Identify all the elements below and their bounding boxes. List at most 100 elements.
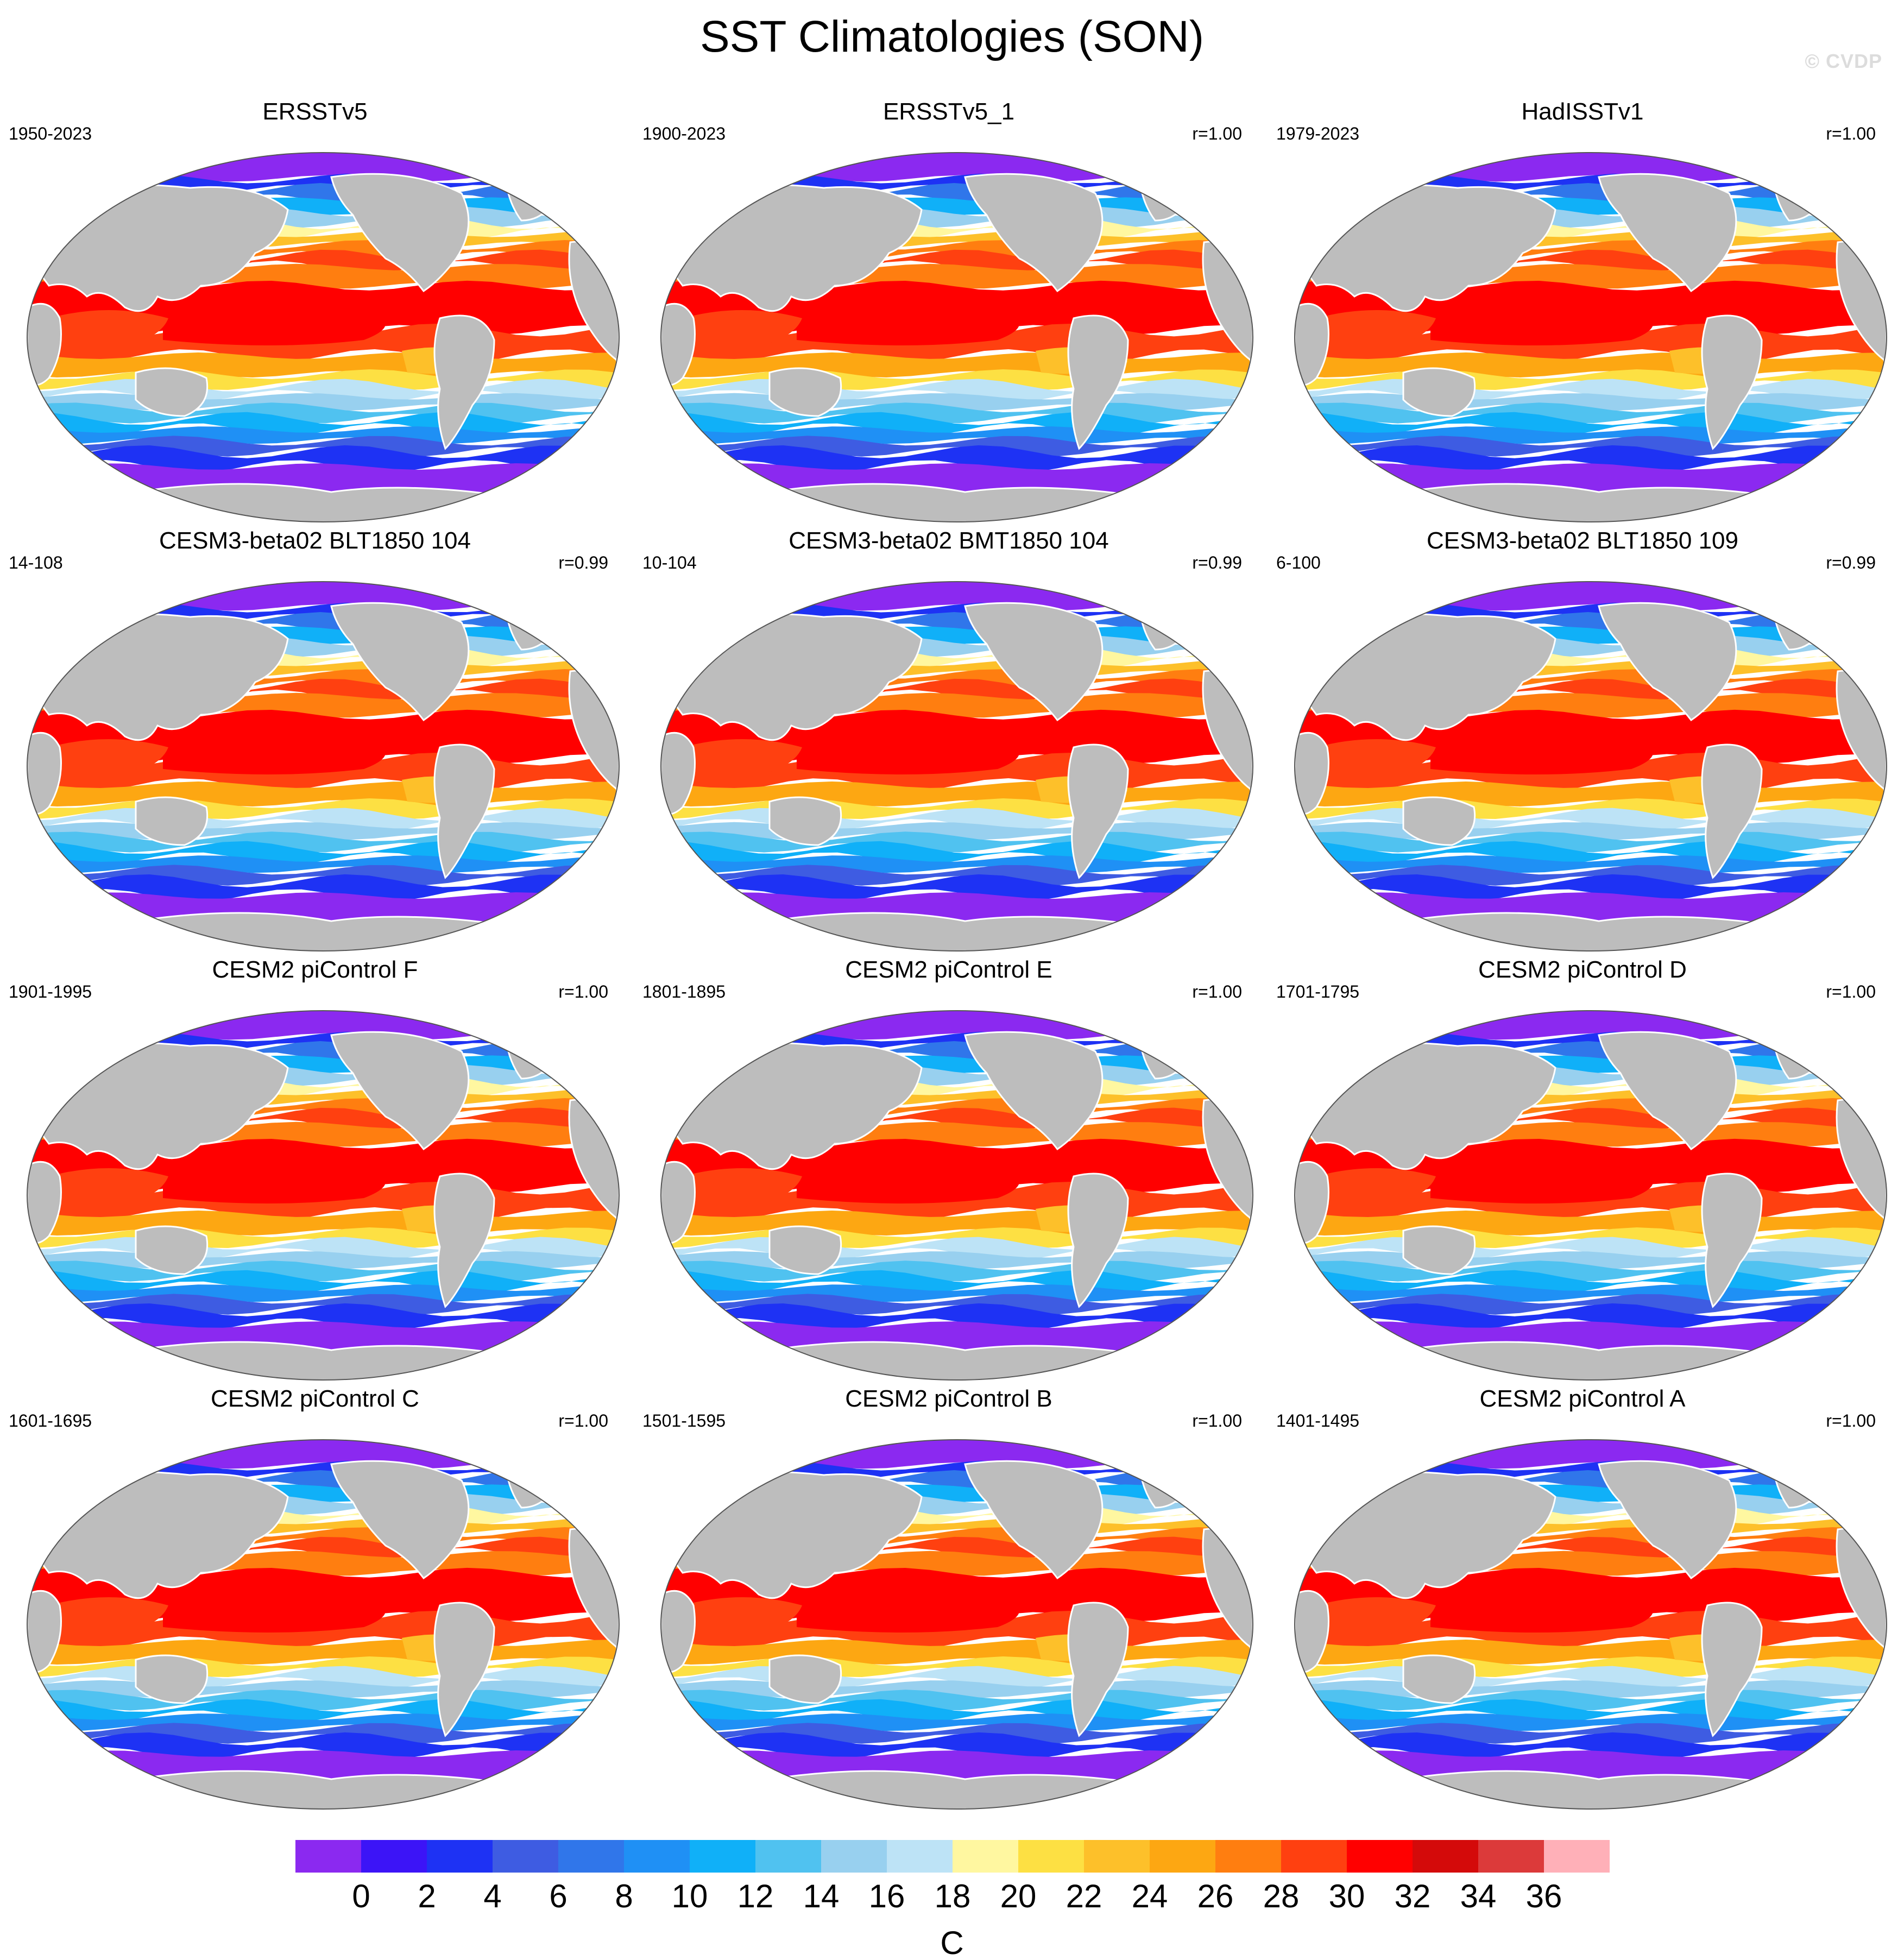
sst-band xyxy=(1295,855,1887,873)
sst-band xyxy=(27,865,619,886)
indian-ocean-warm xyxy=(49,310,168,351)
warm-pool xyxy=(163,1581,386,1633)
land-mass xyxy=(1701,314,1763,450)
colorbar-box xyxy=(1347,1840,1413,1873)
colorbar-tick: 16 xyxy=(869,1878,905,1914)
sst-band xyxy=(27,1723,619,1744)
sst-band xyxy=(27,1303,619,1331)
colorbar-tick: 10 xyxy=(672,1878,708,1914)
watermark: © CVDP xyxy=(1805,50,1882,72)
map-outline xyxy=(27,152,620,522)
sst-band xyxy=(27,426,619,444)
colorbar-tick: 12 xyxy=(737,1878,774,1914)
panel-correlation: r=1.00 xyxy=(1192,1411,1242,1430)
colorbar-box xyxy=(1544,1840,1610,1873)
panel-correlation: r=1.00 xyxy=(558,982,608,1001)
land-mass xyxy=(1067,314,1129,450)
panel-correlation: r=0.99 xyxy=(1826,553,1876,572)
colorbar-box xyxy=(821,1840,887,1873)
land-mass xyxy=(135,1654,209,1704)
colorbar-tick: 26 xyxy=(1197,1878,1234,1914)
colorbar-tick: 32 xyxy=(1395,1878,1431,1914)
land-mass xyxy=(964,1031,1104,1151)
sst-band xyxy=(27,1732,619,1760)
colorbar-box xyxy=(1413,1840,1478,1873)
colorbar-tick: 30 xyxy=(1329,1878,1365,1914)
panel-years: 6-100 xyxy=(1276,553,1321,572)
sst-field xyxy=(661,153,1253,522)
colorbar-box xyxy=(887,1840,953,1873)
sst-band xyxy=(661,874,1253,902)
colorbar-units: C xyxy=(940,1925,963,1960)
colorbar-box xyxy=(1478,1840,1544,1873)
sst-band xyxy=(661,855,1253,873)
panel-years: 1701-1795 xyxy=(1276,982,1360,1001)
map-panel: CESM2 piControl D 1701-1795 r=1.00 xyxy=(1268,956,1897,1383)
sst-field xyxy=(27,1011,619,1380)
colorbar-box xyxy=(624,1840,690,1873)
warm-pool xyxy=(163,294,386,345)
sst-band xyxy=(1295,1284,1887,1302)
warm-pool xyxy=(797,1152,1019,1203)
indian-ocean-warm xyxy=(683,739,802,780)
panel-correlation: r=0.99 xyxy=(1192,553,1242,572)
sst-band xyxy=(1295,1303,1887,1331)
colorbar-tick: 0 xyxy=(352,1878,370,1914)
colorbar-box xyxy=(1215,1840,1281,1873)
panel-correlation: r=1.00 xyxy=(1826,982,1876,1001)
panel-title: CESM2 piControl B xyxy=(845,1385,1052,1412)
panel-title: CESM2 piControl D xyxy=(1478,956,1687,983)
sst-band xyxy=(1295,841,1887,865)
land-mass xyxy=(964,1460,1104,1580)
indian-ocean-warm xyxy=(49,739,168,780)
indian-ocean-warm xyxy=(1316,1597,1436,1638)
sst-band xyxy=(661,1713,1253,1731)
panel-title: HadISSTv1 xyxy=(1521,98,1644,125)
panel-title: CESM2 piControl A xyxy=(1479,1385,1686,1412)
map-panel: CESM3-beta02 BLT1850 104 14-108 r=0.99 xyxy=(0,527,630,954)
map-outline xyxy=(1294,1439,1887,1810)
colorbar-tick-labels: 0 2 4 6 8 10 12 14 16 18 20 22 24 26 28 30 32 34 36 xyxy=(352,1878,1562,1914)
sst-map xyxy=(1294,581,1887,951)
sst-map xyxy=(660,152,1253,522)
indian-ocean-warm xyxy=(683,1597,802,1638)
sst-band xyxy=(27,841,619,865)
sst-band xyxy=(27,412,619,436)
land-mass xyxy=(1701,1602,1763,1737)
indian-ocean-warm xyxy=(49,1168,168,1209)
sst-band xyxy=(661,426,1253,444)
map-panel: HadISSTv1 1979-2023 r=1.00 xyxy=(1268,98,1897,525)
panel-title: CESM3-beta02 BMT1850 104 xyxy=(789,527,1109,554)
sst-band xyxy=(27,1699,619,1723)
panel-title: CESM2 piControl E xyxy=(845,956,1052,983)
land-mass xyxy=(433,1173,495,1308)
map-panel: CESM3-beta02 BLT1850 109 6-100 r=0.99 xyxy=(1268,527,1897,954)
sst-field xyxy=(1295,153,1887,522)
land-mass xyxy=(964,602,1104,722)
panel-title: CESM2 piControl C xyxy=(211,1385,419,1412)
warm-pool xyxy=(1430,1581,1653,1633)
sst-map xyxy=(660,581,1253,951)
colorbar-box xyxy=(427,1840,493,1873)
map-outline xyxy=(660,1010,1253,1381)
panel-years: 1601-1695 xyxy=(9,1411,92,1430)
land-mass xyxy=(330,173,470,293)
map-outline xyxy=(1294,581,1887,951)
sst-field xyxy=(27,1440,619,1809)
panel-correlation: r=0.99 xyxy=(558,553,608,572)
sst-map xyxy=(1294,1439,1887,1810)
land-mass xyxy=(330,1031,470,1151)
land-mass xyxy=(433,1602,495,1737)
sst-band xyxy=(1295,865,1887,886)
land-mass xyxy=(135,796,209,846)
sst-band xyxy=(1295,426,1887,444)
map-panel: CESM2 piControl B 1501-1595 r=1.00 xyxy=(634,1385,1264,1812)
sst-band xyxy=(1295,445,1887,473)
map-panel: CESM3-beta02 BMT1850 104 10-104 r=0.99 xyxy=(634,527,1264,954)
land-mass xyxy=(330,602,470,722)
sst-band xyxy=(661,841,1253,865)
land-mass xyxy=(768,1654,842,1704)
sst-band xyxy=(1295,1270,1887,1294)
sst-band xyxy=(661,1699,1253,1723)
warm-pool xyxy=(797,723,1019,774)
